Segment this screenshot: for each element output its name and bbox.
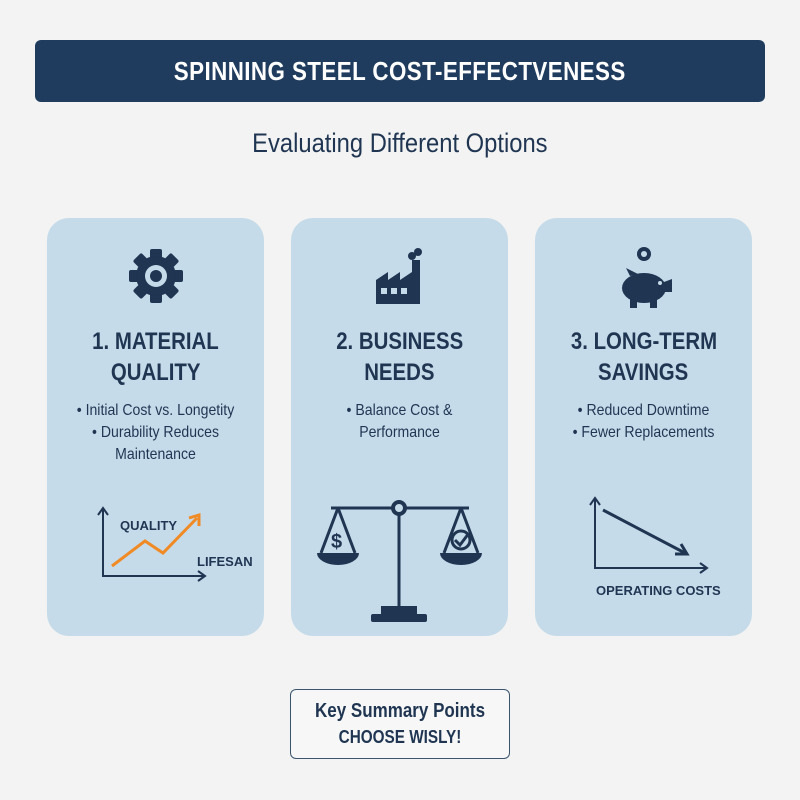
axis-label-operating-costs: OPERATING COSTS <box>596 583 721 598</box>
bullet-list: • Reduced Downtime • Fewer Replacements <box>535 400 752 444</box>
axis-label-quality: QUALITY <box>120 518 177 533</box>
bullet-list: • Balance Cost & Performance <box>291 400 508 444</box>
page-subtitle: Evaluating Different Options <box>0 128 800 159</box>
title-banner: SPINNING STEEL COST-EFFECTVENESS <box>35 40 765 102</box>
bullet-item: Performance <box>359 424 440 441</box>
quality-lifespan-chart: QUALITY LIFESAN <box>97 506 253 582</box>
card-title: 3. LONG-TERM SAVINGS <box>570 328 717 386</box>
card-title: 2. BUSINESS NEEDS <box>336 328 463 386</box>
summary-box: Key Summary Points CHOOSE WISLY! <box>290 689 510 759</box>
piggy-bank-icon <box>535 246 752 308</box>
decline-line <box>602 508 686 555</box>
bullet-item: • Initial Cost vs. Longetity <box>76 402 235 419</box>
page-title: SPINNING STEEL COST-EFFECTVENESS <box>174 55 626 86</box>
bullet-item: • Durability Reduces <box>91 424 219 441</box>
trend-line <box>111 516 199 568</box>
summary-title: Key Summary Points <box>314 700 486 722</box>
subtitle-text: Evaluating Different Options <box>252 128 548 158</box>
bullet-item: Maintenance <box>115 446 196 463</box>
bullet-item: • Balance Cost & <box>346 402 453 419</box>
dollar-icon: $ <box>331 531 342 553</box>
card-material-quality: 1. MATERIAL QUALITY • Initial Cost vs. Lo… <box>47 218 264 636</box>
check-icon <box>453 532 471 548</box>
card-business-needs: 2. BUSINESS NEEDS • Balance Cost & Perfor… <box>291 218 508 636</box>
gear-icon <box>47 246 264 306</box>
axis-label-lifespan: LIFESAN <box>197 554 253 569</box>
operating-costs-chart: OPERATING COSTS <box>589 496 721 598</box>
balance-scale-icon: $ <box>317 500 482 622</box>
bullet-list: • Initial Cost vs. Longetity • Durabilit… <box>47 400 264 466</box>
card-title: 1. MATERIAL QUALITY <box>92 328 219 386</box>
card-long-term-savings: 3. LONG-TERM SAVINGS • Reduced Downtime •… <box>535 218 752 636</box>
bullet-item: • Fewer Replacements <box>572 424 715 441</box>
factory-icon <box>291 246 508 306</box>
summary-subtitle: CHOOSE WISLY! <box>338 727 462 747</box>
bullet-item: • Reduced Downtime <box>577 402 710 419</box>
